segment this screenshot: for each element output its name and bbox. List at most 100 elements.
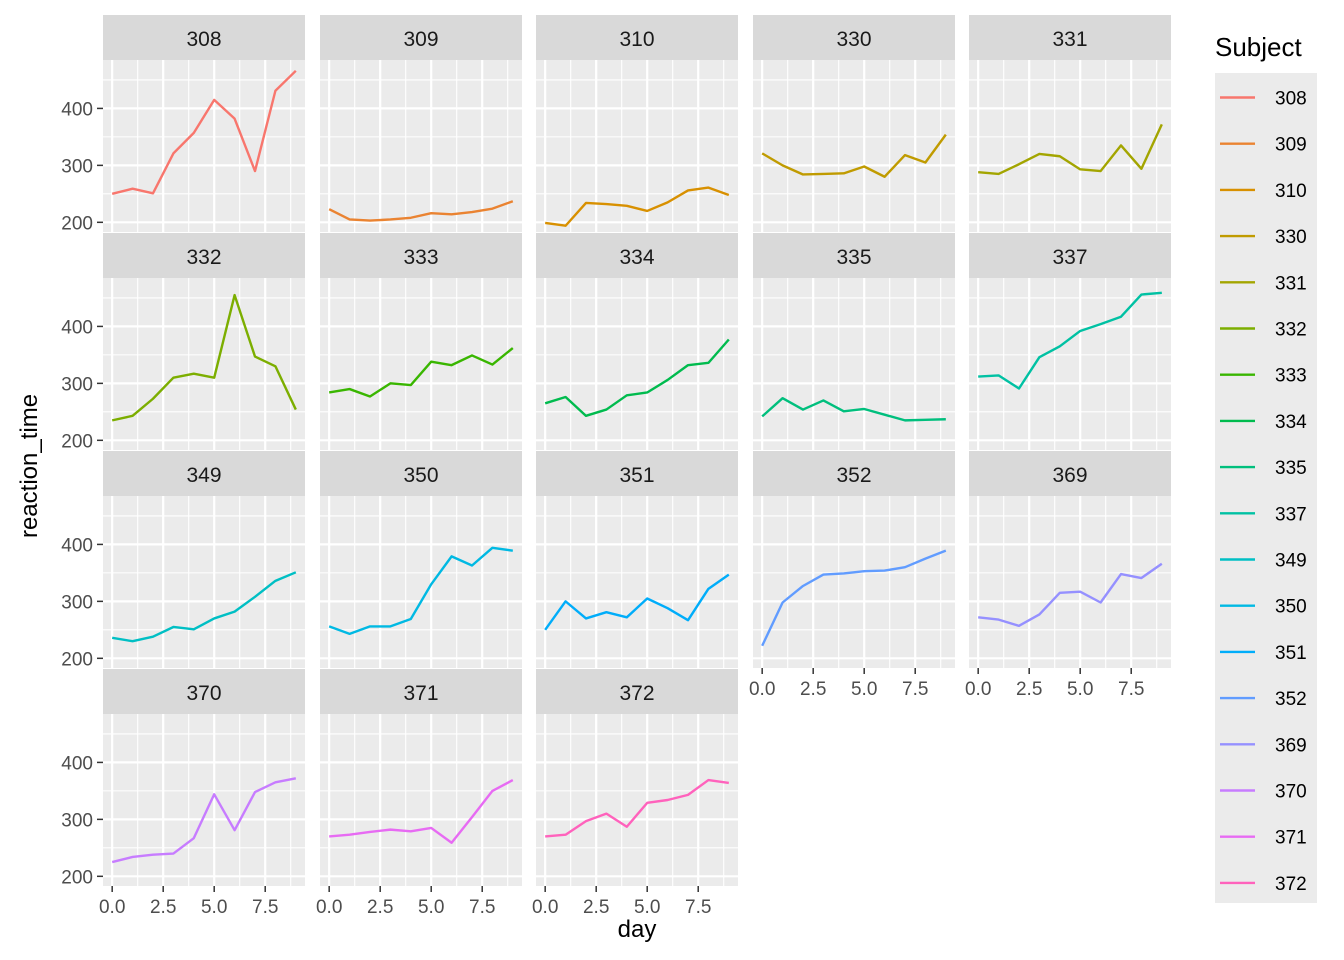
panel-background <box>753 278 955 450</box>
facet-strip <box>320 451 522 496</box>
y-tick-label: 400 <box>61 317 93 338</box>
legend-item-310: 310 <box>1220 181 1307 202</box>
facet-strip <box>536 233 738 278</box>
series-line-352 <box>761 549 947 647</box>
panel-background <box>753 496 955 668</box>
y-tick-label: 300 <box>61 592 93 613</box>
facet-strip <box>103 15 305 60</box>
facet-strip-label: 331 <box>1052 28 1087 51</box>
legend-item-330: 330 <box>1220 227 1307 248</box>
legend-item-351: 351 <box>1220 643 1307 664</box>
x-tick-label: 2.5 <box>800 679 826 700</box>
legend-label: 331 <box>1275 273 1307 294</box>
panel-background <box>103 60 305 232</box>
legend-item-369: 369 <box>1220 735 1307 756</box>
legend-label: 308 <box>1275 89 1307 110</box>
y-tick-label: 300 <box>61 156 93 177</box>
panel-background <box>320 60 522 232</box>
series-line-372 <box>545 778 729 838</box>
facet-strip-label: 372 <box>619 682 654 705</box>
x-tick-label: 0.0 <box>316 897 342 918</box>
panel-background <box>103 714 305 886</box>
legend-label: 350 <box>1275 597 1307 618</box>
facet-strip <box>969 451 1171 496</box>
series-line-371 <box>329 779 514 844</box>
x-tick-label: 5.0 <box>1067 679 1093 700</box>
facet-strip-label: 371 <box>403 682 438 705</box>
y-tick-label: 400 <box>61 99 93 120</box>
legend-title: Subject <box>1215 32 1302 62</box>
facet-strip <box>753 15 955 60</box>
x-tick-label: 5.0 <box>201 897 227 918</box>
facet-strip <box>536 451 738 496</box>
x-tick-label: 7.5 <box>685 897 711 918</box>
x-tick-label: 7.5 <box>252 897 278 918</box>
facet-panel-309: 309 <box>320 15 522 232</box>
panel-background <box>320 496 522 668</box>
facet-strip <box>753 451 955 496</box>
facet-panel-337: 337 <box>969 233 1171 450</box>
legend-item-308: 308 <box>1220 89 1307 110</box>
facet-strip <box>103 451 305 496</box>
facet-panel-332: 332 200 300 400 <box>61 233 305 452</box>
facet-strip <box>320 233 522 278</box>
legend-item-350: 350 <box>1220 597 1307 618</box>
facet-strip <box>536 669 738 714</box>
series-line-309 <box>328 200 514 222</box>
facet-panel-369: 369 0.0 2.5 5.0 7.5 <box>965 451 1171 700</box>
series-line-335 <box>761 396 946 422</box>
facet-strip-label: 332 <box>186 246 221 269</box>
y-tick-label: 200 <box>61 431 93 452</box>
panel-background <box>320 714 522 886</box>
facet-strip-label: 333 <box>403 246 438 269</box>
series-line-332 <box>111 293 297 422</box>
x-tick-label: 0.0 <box>99 897 125 918</box>
series-line-337 <box>978 291 1162 390</box>
y-tick-label: 300 <box>61 374 93 395</box>
facet-strip-label: 309 <box>403 28 438 51</box>
facet-strip-label: 352 <box>836 464 871 487</box>
facet-panel-330: 330 <box>753 15 955 232</box>
y-tick-label: 400 <box>61 535 93 556</box>
x-tick-label: 2.5 <box>367 897 393 918</box>
series-line-330 <box>761 133 947 178</box>
legend-label: 351 <box>1275 643 1307 664</box>
legend-item-335: 335 <box>1220 458 1307 479</box>
y-tick-label: 200 <box>61 213 93 234</box>
panel-background <box>536 60 738 232</box>
legend-item-332: 332 <box>1220 320 1307 341</box>
facet-panel-371: 371 0.0 2.5 5.0 7.5 <box>316 669 522 918</box>
x-axis-title: day <box>618 916 657 943</box>
facet-panel-308: 308 200 300 400 <box>61 15 305 234</box>
facet-panel-370: 370 200 300 400 0.0 2.5 5.0 7.5 <box>61 669 305 918</box>
facet-strip <box>753 233 955 278</box>
facet-panel-335: 335 <box>753 233 955 450</box>
legend-item-349: 349 <box>1220 551 1307 572</box>
legend-label: 335 <box>1275 458 1307 479</box>
y-axis-title: reaction_time <box>16 394 43 538</box>
legend-label: 352 <box>1275 689 1307 710</box>
legend-item-309: 309 <box>1220 135 1307 156</box>
facet-panel-352: 352 0.0 2.5 5.0 7.5 <box>749 451 955 700</box>
legend-label: 371 <box>1275 828 1307 849</box>
legend-label: 334 <box>1275 412 1307 433</box>
legend: Subject 308 309 310 330 331 332 333 334 335 337 34… <box>1215 32 1317 903</box>
facet-strip <box>103 233 305 278</box>
legend-label: 309 <box>1275 135 1307 156</box>
legend-item-333: 333 <box>1220 366 1307 387</box>
facet-strip-label: 334 <box>619 246 654 269</box>
panel-background <box>103 278 305 450</box>
legend-item-337: 337 <box>1220 504 1307 525</box>
x-tick-label: 7.5 <box>469 897 495 918</box>
x-tick-label: 0.0 <box>965 679 991 700</box>
series-line-370 <box>111 777 297 864</box>
facet-panel-372: 372 0.0 2.5 5.0 7.5 <box>532 669 738 918</box>
legend-label: 333 <box>1275 366 1307 387</box>
x-tick-label: 5.0 <box>634 897 660 918</box>
y-tick-label: 200 <box>61 649 93 670</box>
facet-panel-331: 331 <box>969 15 1171 232</box>
y-tick-label: 300 <box>61 810 93 831</box>
facet-strip-label: 351 <box>619 464 654 487</box>
facet-strip <box>103 669 305 714</box>
legend-label: 372 <box>1275 874 1307 895</box>
